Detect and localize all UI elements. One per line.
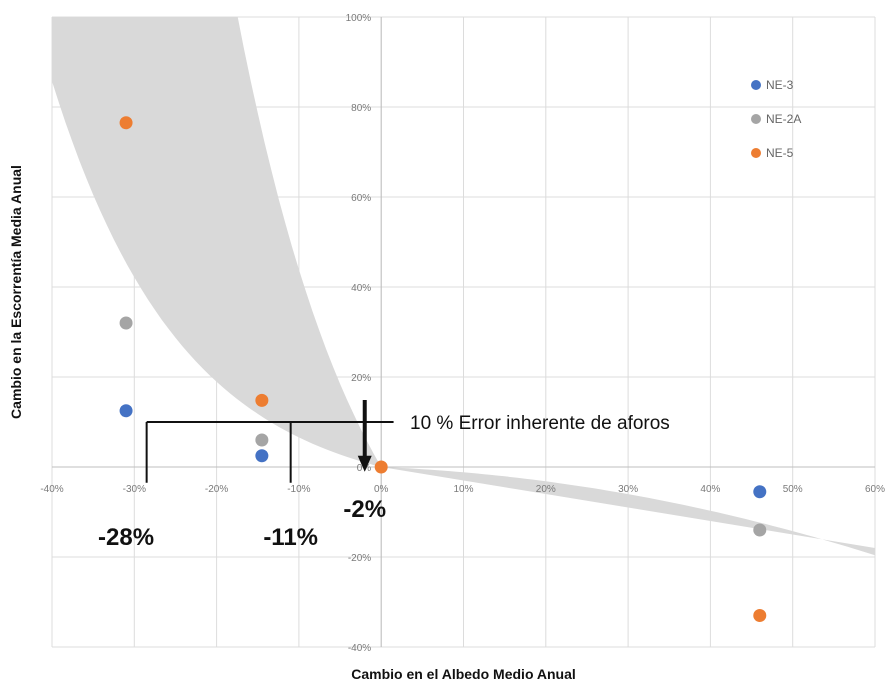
y-tick-label: 40% [351,283,371,294]
intercept-label: -11% [263,524,318,551]
error-annotation: 10 % Error inherente de aforos -28% -11%-… [98,400,670,551]
legend-marker [751,148,761,158]
x-tick-label: 10% [453,484,473,495]
y-tick-label: 60% [351,193,371,204]
error-annotation-text: 10 % Error inherente de aforos [410,413,670,434]
y-tick-label: 20% [351,373,371,384]
x-tick-label: 60% [865,484,885,495]
x-axis-title: Cambio en el Albedo Medio Anual [351,666,576,682]
data-point-ne-2a [255,433,269,447]
legend-label: NE-2A [766,112,801,126]
data-point-ne-5 [753,609,767,622]
intercept-label: -2% [343,496,386,523]
x-tick-label: 40% [700,484,720,495]
y-tick-label: -40% [348,643,371,654]
data-point-ne-3 [255,449,269,463]
x-tick-label: 0% [374,484,389,495]
data-point-ne-3 [119,404,133,418]
intercept-label: -28% [98,524,154,551]
x-tick-label: -40% [40,484,63,495]
legend-label: NE-3 [766,78,794,92]
x-tick-label: -20% [205,484,228,495]
down-arrow-head [357,455,372,472]
y-axis-title: Cambio en la Escorrentía Media Anual [8,165,24,419]
y-tick-labels: 100%80%60%40%20%0%-20%-40% [346,13,372,654]
data-point-ne-2a [119,316,133,330]
x-tick-label: -30% [123,484,146,495]
data-points [119,116,767,622]
legend-marker [751,80,761,90]
x-tick-label: -10% [287,484,310,495]
y-tick-label: 100% [346,13,372,24]
x-tick-label: 50% [783,484,803,495]
legend-label: NE-5 [766,146,794,160]
y-tick-label: 80% [351,103,371,114]
data-point-ne-5 [119,116,133,130]
data-point-ne-3 [753,485,767,499]
data-point-ne-5 [374,460,388,474]
data-point-ne-2a [753,523,767,537]
x-tick-label: 20% [536,484,556,495]
uncertainty-band [52,17,875,556]
y-tick-label: -20% [348,553,371,564]
data-point-ne-5 [255,393,269,407]
axes [52,17,875,647]
legend: NE-3 NE-2A NE-5 [751,78,801,160]
uncertainty-band-shape [52,17,875,556]
legend-marker [751,114,761,124]
x-tick-label: 30% [618,484,638,495]
x-tick-labels: -40% -30% -20% -10% 0% 10% 20% 30% 40% 50% 60% [40,484,885,495]
